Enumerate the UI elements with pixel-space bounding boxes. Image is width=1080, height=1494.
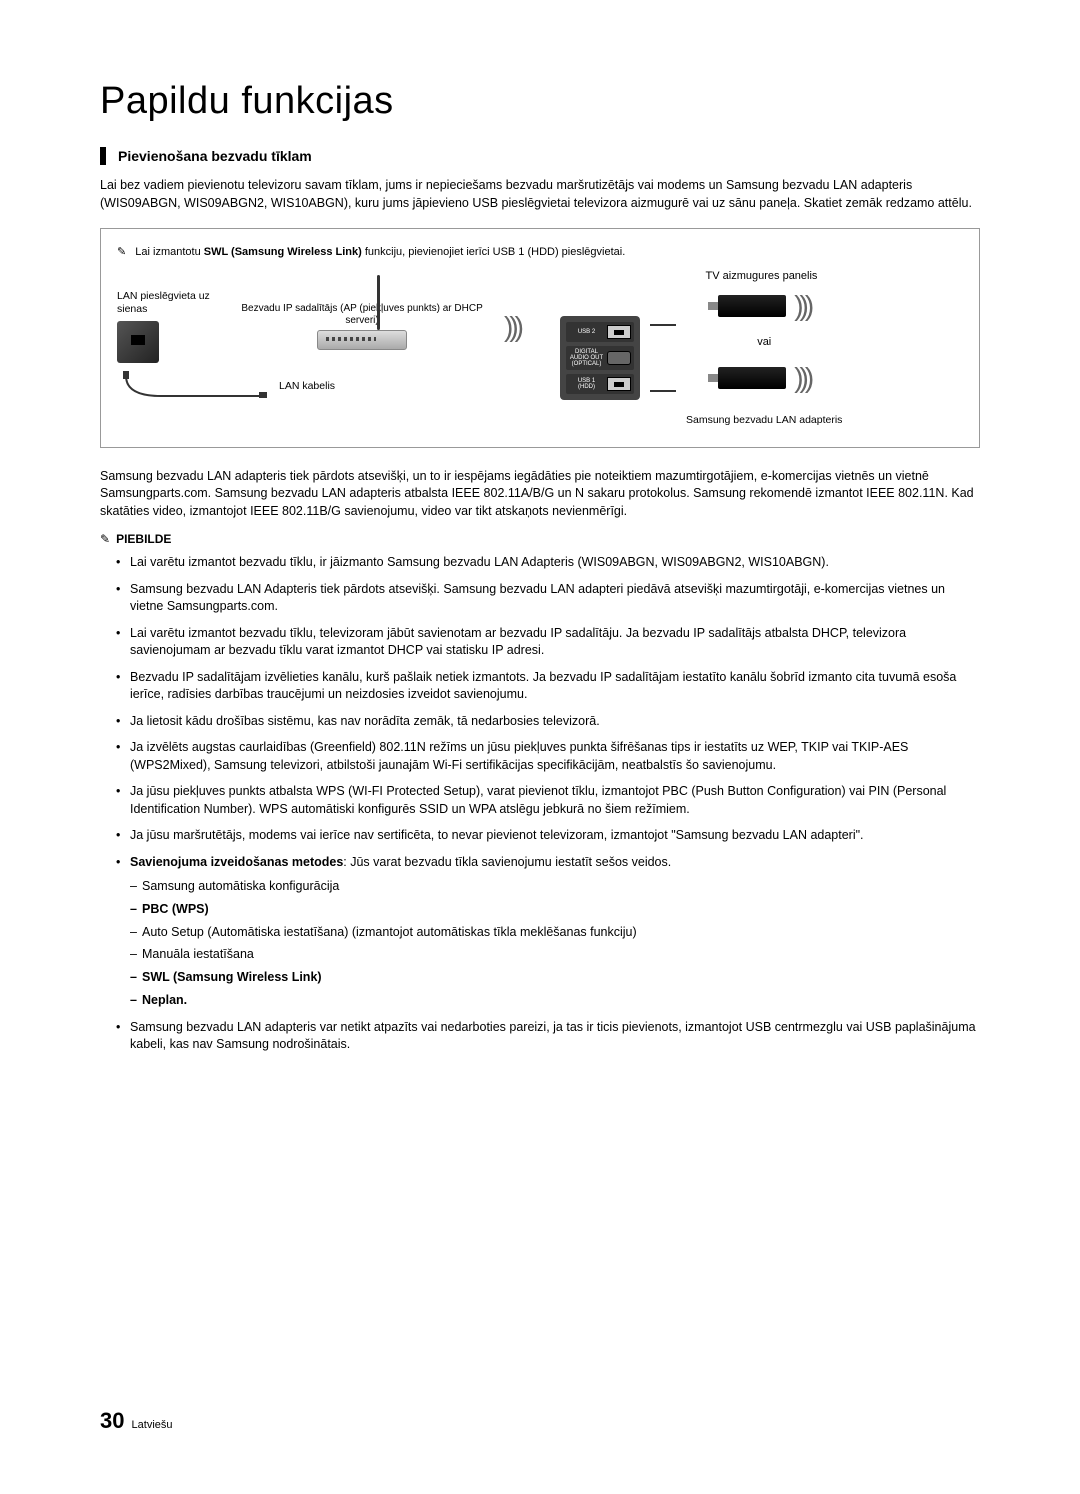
lan-cable-icon bbox=[121, 371, 271, 401]
page-number: 30 bbox=[100, 1408, 124, 1433]
router-label: Bezvadu IP sadalītājs (AP (piekļuves pun… bbox=[232, 303, 492, 326]
sub-list-item: Auto Setup (Automātiska iestatīšana) (iz… bbox=[142, 923, 980, 942]
lan-jack-label: LAN pieslēgvieta uz sienas bbox=[117, 290, 220, 315]
wall-jack-icon bbox=[117, 321, 159, 363]
body-paragraph: Samsung bezvadu LAN adapteris tiek pārdo… bbox=[100, 468, 980, 521]
port-optical: DIGITAL AUDIO OUT (OPTICAL) bbox=[566, 346, 634, 370]
lan-cable-label: LAN kabelis bbox=[279, 380, 335, 392]
tv-back-panel-icon: USB 2 DIGITAL AUDIO OUT (OPTICAL) USB 1 … bbox=[560, 316, 640, 400]
note-bold: SWL (Samsung Wireless Link) bbox=[204, 246, 362, 258]
list-item: Lai varētu izmantot bezvadu tīklu, ir jā… bbox=[130, 554, 980, 572]
adapter-icon-bottom bbox=[718, 367, 786, 389]
sub-list-item: Neplan. bbox=[142, 991, 980, 1010]
port-usb1: USB 1 (HDD) bbox=[566, 374, 634, 394]
signal-waves-icon: ))) bbox=[794, 362, 810, 394]
page-title: Papildu funkcijas bbox=[100, 80, 980, 123]
list-item: Lai varētu izmantot bezvadu tīklu, telev… bbox=[130, 625, 980, 660]
sub-list: Samsung automātiska konfigurācija PBC (WP… bbox=[130, 877, 980, 1010]
sub-list-item: SWL (Samsung Wireless Link) bbox=[142, 968, 980, 987]
methods-intro-bold: Savienojuma izveidošanas metodes bbox=[130, 855, 343, 869]
section-title: Pievienošana bezvadu tīklam bbox=[118, 148, 312, 164]
sub-list-item: PBC (WPS) bbox=[142, 900, 980, 919]
usb-cable-icon bbox=[648, 313, 678, 403]
list-item-methods: Savienojuma izveidošanas metodes: Jūs va… bbox=[130, 854, 980, 1010]
section-header: Pievienošana bezvadu tīklam bbox=[100, 147, 980, 165]
sub-list-item: Manuāla iestatīšana bbox=[142, 945, 980, 964]
router-icon bbox=[317, 330, 407, 350]
sub-list-item: Samsung automātiska konfigurācija bbox=[142, 877, 980, 896]
diagram-left: LAN pieslēgvieta uz sienas Bezvadu IP sa… bbox=[117, 270, 520, 401]
list-item: Ja jūsu piekļuves punkts atbalsta WPS (W… bbox=[130, 783, 980, 818]
section-marker bbox=[100, 147, 106, 165]
note-prefix: Lai izmantotu bbox=[135, 246, 203, 258]
note-header: PIEBILDE bbox=[100, 532, 980, 546]
list-item: Bezvadu IP sadalītājam izvēlieties kanāl… bbox=[130, 669, 980, 704]
tv-panel-label: TV aizmugures panelis bbox=[560, 270, 963, 282]
bullet-list: Lai varētu izmantot bezvadu tīklu, ir jā… bbox=[100, 554, 980, 1054]
intro-paragraph: Lai bez vadiem pievienotu televizoru sav… bbox=[100, 177, 980, 212]
vai-label: vai bbox=[757, 336, 771, 348]
diagram-box: Lai izmantotu SWL (Samsung Wireless Link… bbox=[100, 228, 980, 448]
diagram-right: TV aizmugures panelis USB 2 DIGITAL AUDI… bbox=[560, 270, 963, 427]
list-item: Ja izvēlēts augstas caurlaidības (Greenf… bbox=[130, 739, 980, 774]
port-usb2: USB 2 bbox=[566, 322, 634, 342]
diagram-content: LAN pieslēgvieta uz sienas Bezvadu IP sa… bbox=[117, 270, 963, 427]
methods-intro-rest: : Jūs varat bezvadu tīkla savienojumu ie… bbox=[343, 855, 671, 869]
list-item: Samsung bezvadu LAN Adapteris tiek pārdo… bbox=[130, 581, 980, 616]
list-item: Samsung bezvadu LAN adapteris var netikt… bbox=[130, 1019, 980, 1054]
list-item: Ja jūsu maršrutētājs, modems vai ierīce … bbox=[130, 827, 980, 845]
diagram-note: Lai izmantotu SWL (Samsung Wireless Link… bbox=[117, 245, 963, 258]
page-footer: 30 Latviešu bbox=[100, 1408, 173, 1434]
adapter-icon-top bbox=[718, 295, 786, 317]
list-item: Ja lietosit kādu drošības sistēmu, kas n… bbox=[130, 713, 980, 731]
signal-waves-icon: ))) bbox=[504, 311, 520, 343]
page-lang: Latviešu bbox=[132, 1419, 173, 1431]
note-suffix: funkciju, pievienojiet ierīci USB 1 (HDD… bbox=[362, 246, 626, 258]
adapter-label: Samsung bezvadu LAN adapteris bbox=[686, 414, 842, 427]
signal-waves-icon: ))) bbox=[794, 290, 810, 322]
